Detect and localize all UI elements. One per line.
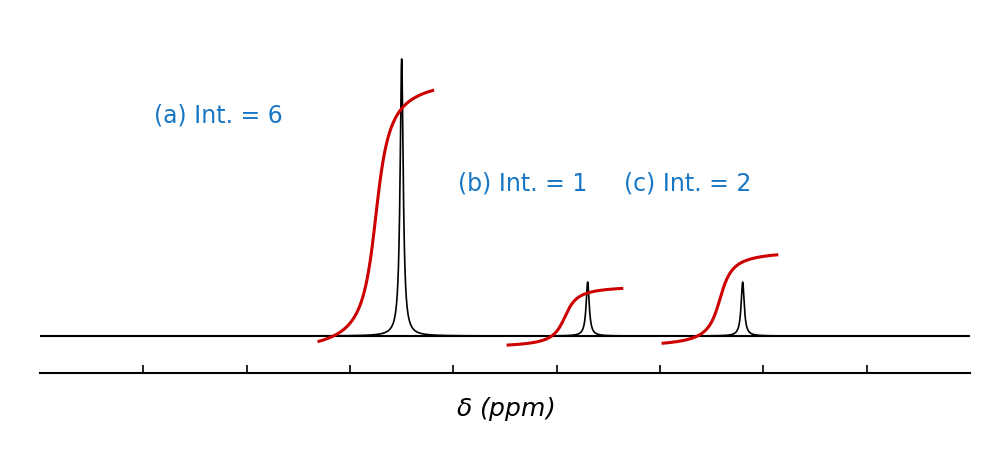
X-axis label: $\delta$ (ppm): $\delta$ (ppm) [456,394,554,422]
Text: (b) Int. = 1: (b) Int. = 1 [458,171,588,195]
Text: (a) Int. = 6: (a) Int. = 6 [154,103,282,127]
Text: (c) Int. = 2: (c) Int. = 2 [624,171,751,195]
